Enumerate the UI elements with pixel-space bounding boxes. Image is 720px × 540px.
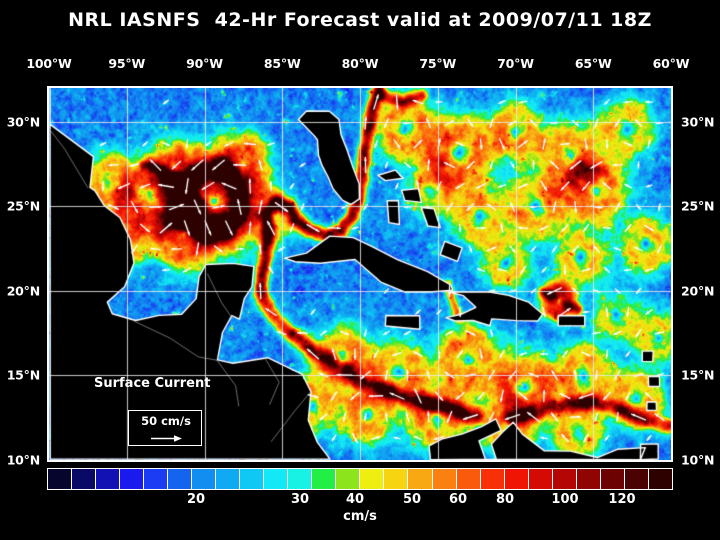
lon-tick-label: 75°W <box>419 56 457 71</box>
lon-tick-label: 100°W <box>26 56 72 71</box>
surface-current-label: Surface Current <box>94 376 211 391</box>
colorbar-tick-label: 40 <box>345 492 365 507</box>
colorbar-segment <box>216 469 241 489</box>
colorbar-segment <box>72 469 97 489</box>
colorbar-tick-label: 20 <box>186 492 206 507</box>
colorbar-segment <box>168 469 193 489</box>
colorbar-segment <box>192 469 217 489</box>
colorbar-segment <box>408 469 433 489</box>
colorbar-tick-label: 100 <box>551 492 579 507</box>
map-plot-area <box>47 86 673 462</box>
lat-tick-label: 20°N <box>6 283 41 299</box>
lat-tick-label: 30°N <box>6 114 41 130</box>
lon-tick-label: 90°W <box>186 56 223 71</box>
lon-tick-label: 60°W <box>652 56 690 71</box>
colorbar-segment <box>360 469 385 489</box>
lon-tick-label: 70°W <box>497 56 534 71</box>
colorbar-tick-label: 50 <box>402 492 422 507</box>
lat-tick-label: 25°N <box>681 198 715 214</box>
colorbar-segment <box>240 469 265 489</box>
colorbar-segment <box>528 469 553 489</box>
lon-tick-label: 95°W <box>108 56 146 71</box>
colorbar-segment <box>144 469 169 489</box>
lat-tick-label: 10°N <box>681 452 715 468</box>
colorbar-tick-label: 120 <box>608 492 636 507</box>
colorbar-segment <box>120 469 145 489</box>
lat-tick-label: 15°N <box>6 367 41 383</box>
colorbar-segment <box>600 469 625 489</box>
scale-legend-box: 50 cm/s <box>128 410 202 446</box>
colorbar-segment <box>336 469 361 489</box>
colorbar-segment <box>432 469 457 489</box>
colorbar-segment <box>480 469 505 489</box>
colorbar-unit-label: cm/s <box>343 509 377 524</box>
colorbar <box>47 468 673 490</box>
lat-tick-label: 25°N <box>6 198 41 214</box>
lon-tick-label: 65°W <box>574 56 612 71</box>
lon-tick-label: 80°W <box>341 56 379 71</box>
scale-legend-value: 50 cm/s <box>141 414 191 428</box>
lat-tick-label: 15°N <box>681 367 715 383</box>
lon-tick-label: 85°W <box>263 56 301 71</box>
colorbar-segment <box>648 469 672 489</box>
current-speed-heatmap <box>49 88 671 460</box>
colorbar-segment <box>288 469 313 489</box>
colorbar-tick-label: 30 <box>290 492 310 507</box>
lat-tick-label: 30°N <box>681 114 715 130</box>
colorbar-segment <box>96 469 121 489</box>
right-arrow-icon <box>151 435 182 442</box>
colorbar-segment <box>552 469 577 489</box>
colorbar-tick-label: 60 <box>448 492 468 507</box>
colorbar-segment <box>456 469 481 489</box>
lat-tick-label: 20°N <box>681 283 715 299</box>
colorbar-segment <box>48 469 73 489</box>
page-title: NRL IASNFS 42-Hr Forecast valid at 2009/… <box>68 9 652 31</box>
colorbar-segment <box>264 469 289 489</box>
colorbar-segment <box>624 469 649 489</box>
colorbar-segment <box>504 469 529 489</box>
colorbar-segment <box>312 469 337 489</box>
colorbar-segment <box>576 469 601 489</box>
lat-tick-label: 10°N <box>6 452 41 468</box>
colorbar-segment <box>384 469 409 489</box>
colorbar-tick-label: 80 <box>495 492 515 507</box>
